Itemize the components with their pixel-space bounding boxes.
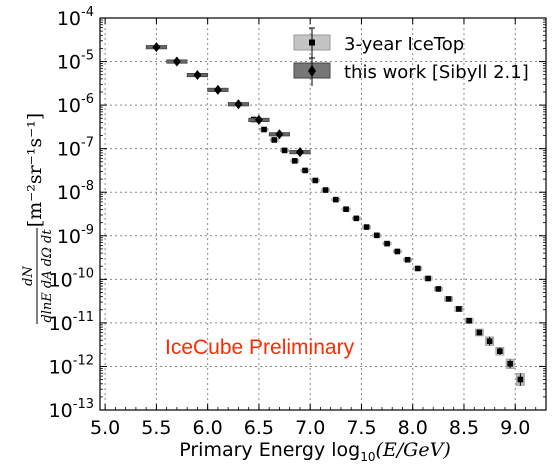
- icetop-point: [497, 348, 503, 354]
- icetop-point: [333, 196, 339, 203]
- icetop-point: [486, 338, 493, 344]
- icetop-point: [435, 286, 442, 292]
- y-axis-title: dN dlnE dA dΩ dt [m⁻²sr⁻¹s⁻¹]: [21, 113, 55, 324]
- plot-frame: [99, 17, 547, 411]
- y-tick-label: 10-12: [49, 353, 94, 378]
- y-tick-label: 10-4: [57, 5, 94, 30]
- x-tick-label: 7.5: [346, 417, 376, 439]
- x-tick-label: 8.0: [398, 417, 428, 439]
- legend-marker-square: [309, 39, 315, 46]
- this-work-point: [275, 129, 284, 140]
- y-tick-label: 10-10: [49, 266, 94, 291]
- icetop-point: [374, 232, 380, 239]
- x-tick-label: 6.0: [193, 417, 223, 439]
- this-work-point: [234, 99, 243, 110]
- y-tick-label: 10-11: [49, 310, 94, 335]
- legend-entry-icetop: 3-year IceTop: [293, 27, 464, 59]
- y-tick-label: 10-8: [57, 179, 94, 204]
- y-tick-label: 10-13: [49, 397, 94, 422]
- x-tick-label: 9.0: [500, 417, 530, 439]
- icetop-point: [517, 376, 524, 383]
- icetop-point: [384, 240, 390, 247]
- y-axis-title-numerator: dN: [21, 266, 36, 286]
- data-layer: [145, 42, 525, 386]
- icetop-point: [322, 187, 329, 193]
- this-work-point: [213, 84, 222, 95]
- this-work-point: [193, 70, 202, 81]
- x-tick-label: 8.5: [449, 417, 479, 439]
- icetop-point: [271, 137, 278, 143]
- y-axis-title-denominator: dlnE dA dΩ dt: [40, 229, 55, 323]
- icetop-point: [466, 317, 472, 324]
- y-tick-labels: 10-13 10-12 10-11 10-10 10-9 10-8 10-7 10-6 10-5…: [49, 5, 94, 422]
- x-tick-labels: 5.0 5.5 6.0 6.5 7.0 7.5 8.0 8.5 9.0: [90, 417, 530, 439]
- icetop-point: [261, 126, 267, 133]
- legend-entry-this-work: this work [Sibyll 2.1]: [293, 56, 529, 86]
- icetop-point: [425, 275, 431, 282]
- icetop-point: [476, 329, 483, 336]
- icetop-point: [363, 224, 370, 230]
- icetop-point: [302, 167, 308, 174]
- y-tick-label: 10-6: [57, 92, 94, 117]
- icetop-point: [507, 361, 513, 367]
- icetop-point: [394, 248, 401, 255]
- icetop-point: [415, 265, 421, 272]
- x-tick-label: 5.0: [90, 417, 120, 439]
- legend-marker-diamond: [308, 65, 316, 77]
- this-work-point: [152, 42, 161, 53]
- x-axis-title: Primary Energy log10(E/GeV): [179, 439, 451, 464]
- icetop-point: [404, 256, 411, 263]
- x-tick-label: 7.0: [295, 417, 325, 439]
- legend: 3-year IceTop this work [Sibyll 2.1]: [293, 27, 529, 86]
- this-work-point: [295, 147, 304, 158]
- icetop-point: [353, 215, 360, 222]
- this-work-point: [172, 56, 181, 67]
- legend-label-icetop: 3-year IceTop: [344, 34, 464, 55]
- icetop-point: [456, 306, 462, 312]
- icetop-point: [281, 147, 288, 154]
- y-tick-label: 10-7: [57, 136, 94, 161]
- preliminary-annotation: IceCube Preliminary: [165, 336, 355, 359]
- icetop-point: [292, 158, 298, 164]
- x-tick-label: 5.5: [141, 417, 171, 439]
- this-work-point: [254, 114, 263, 125]
- icetop-point: [343, 206, 349, 213]
- axes: [99, 17, 547, 411]
- y-tick-label: 10-9: [57, 223, 94, 248]
- icetop-point: [445, 296, 452, 302]
- icetop-point: [312, 177, 319, 184]
- x-tick-label: 6.5: [244, 417, 274, 439]
- legend-label-this-work: this work [Sibyll 2.1]: [344, 62, 529, 83]
- y-axis-title-units: [m⁻²sr⁻¹s⁻¹]: [24, 113, 46, 227]
- y-tick-label: 10-5: [57, 49, 94, 74]
